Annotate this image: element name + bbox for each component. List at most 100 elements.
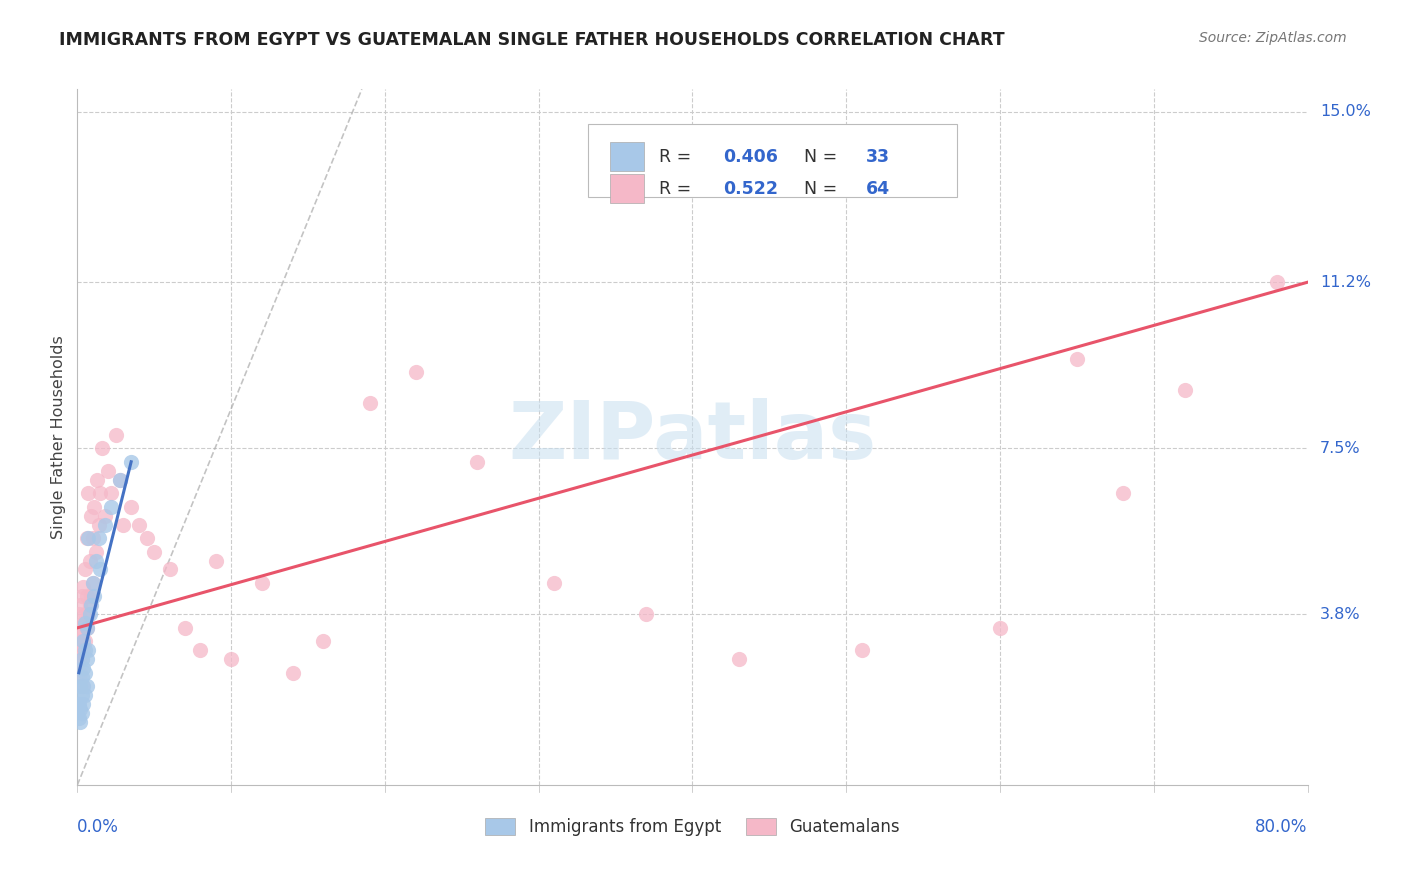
- Point: [70, 590, 93, 604]
- Point: [69, 665, 91, 680]
- Point: [77, 486, 100, 500]
- Point: [112, 517, 135, 532]
- Point: [405, 365, 427, 379]
- Point: [69, 701, 91, 715]
- Point: [70, 625, 93, 640]
- Point: [80, 599, 103, 613]
- Point: [67, 634, 90, 648]
- Point: [250, 576, 273, 591]
- Text: 11.2%: 11.2%: [1320, 275, 1371, 290]
- Point: [76, 590, 98, 604]
- Point: [72, 643, 94, 657]
- Point: [67, 652, 90, 666]
- Point: [174, 621, 197, 635]
- Point: [76, 531, 98, 545]
- Point: [94, 508, 117, 523]
- Text: 7.5%: 7.5%: [1320, 441, 1361, 456]
- Point: [86, 473, 108, 487]
- Point: [72, 616, 94, 631]
- Point: [69, 621, 91, 635]
- Point: [84, 544, 107, 558]
- Point: [73, 616, 96, 631]
- Point: [69, 679, 91, 693]
- Point: [67, 607, 90, 622]
- Point: [188, 643, 212, 657]
- Point: [72, 661, 94, 675]
- Point: [70, 670, 93, 684]
- Point: [72, 634, 94, 648]
- Point: [70, 652, 93, 666]
- Point: [543, 576, 565, 591]
- Point: [636, 607, 658, 622]
- Point: [80, 590, 103, 604]
- Point: [73, 643, 96, 657]
- Point: [465, 455, 488, 469]
- Point: [70, 706, 93, 720]
- Point: [69, 715, 91, 730]
- FancyBboxPatch shape: [610, 142, 644, 171]
- Text: 0.522: 0.522: [723, 179, 778, 198]
- Point: [79, 553, 101, 567]
- Point: [87, 517, 110, 532]
- Point: [90, 442, 114, 456]
- FancyBboxPatch shape: [610, 174, 644, 203]
- Point: [89, 486, 111, 500]
- Point: [83, 500, 105, 514]
- Point: [67, 697, 90, 711]
- Text: 64: 64: [866, 179, 890, 198]
- Point: [72, 581, 94, 595]
- Point: [82, 576, 104, 591]
- Point: [87, 531, 110, 545]
- Point: [120, 455, 142, 469]
- Point: [67, 711, 90, 725]
- Point: [70, 652, 93, 666]
- Text: 15.0%: 15.0%: [1320, 104, 1371, 120]
- Text: 0.0%: 0.0%: [77, 818, 120, 837]
- Point: [100, 486, 122, 500]
- Point: [79, 599, 101, 613]
- Point: [135, 531, 157, 545]
- Text: Source: ZipAtlas.com: Source: ZipAtlas.com: [1199, 31, 1347, 45]
- Point: [159, 562, 181, 576]
- Text: IMMIGRANTS FROM EGYPT VS GUATEMALAN SINGLE FATHER HOUSEHOLDS CORRELATION CHART: IMMIGRANTS FROM EGYPT VS GUATEMALAN SING…: [59, 31, 1005, 49]
- Point: [312, 634, 335, 648]
- Point: [1066, 351, 1088, 366]
- Point: [1112, 486, 1135, 500]
- Point: [727, 652, 749, 666]
- Point: [359, 396, 381, 410]
- Point: [143, 544, 166, 558]
- Point: [72, 697, 94, 711]
- Point: [110, 473, 132, 487]
- Point: [69, 643, 91, 657]
- Point: [110, 473, 132, 487]
- Point: [73, 688, 96, 702]
- Point: [82, 531, 104, 545]
- Text: 3.8%: 3.8%: [1320, 607, 1361, 622]
- Text: R =: R =: [659, 179, 697, 198]
- Text: 33: 33: [866, 148, 890, 166]
- Legend: Immigrants from Egypt, Guatemalans: Immigrants from Egypt, Guatemalans: [478, 811, 907, 843]
- Point: [84, 553, 107, 567]
- Point: [77, 531, 100, 545]
- Point: [73, 562, 96, 576]
- Point: [120, 500, 142, 514]
- Point: [1265, 275, 1288, 289]
- FancyBboxPatch shape: [588, 124, 957, 197]
- Point: [73, 634, 96, 648]
- Text: N =: N =: [804, 148, 844, 166]
- Text: 80.0%: 80.0%: [1256, 818, 1308, 837]
- Point: [988, 621, 1011, 635]
- Point: [1174, 383, 1197, 397]
- Point: [77, 643, 100, 657]
- Point: [82, 576, 104, 591]
- Point: [76, 621, 98, 635]
- Point: [851, 643, 873, 657]
- Point: [76, 652, 98, 666]
- Point: [204, 553, 226, 567]
- Text: R =: R =: [659, 148, 697, 166]
- Point: [79, 607, 101, 622]
- Y-axis label: Single Father Households: Single Father Households: [51, 335, 66, 539]
- Point: [281, 665, 304, 680]
- Point: [128, 517, 150, 532]
- Point: [69, 599, 91, 613]
